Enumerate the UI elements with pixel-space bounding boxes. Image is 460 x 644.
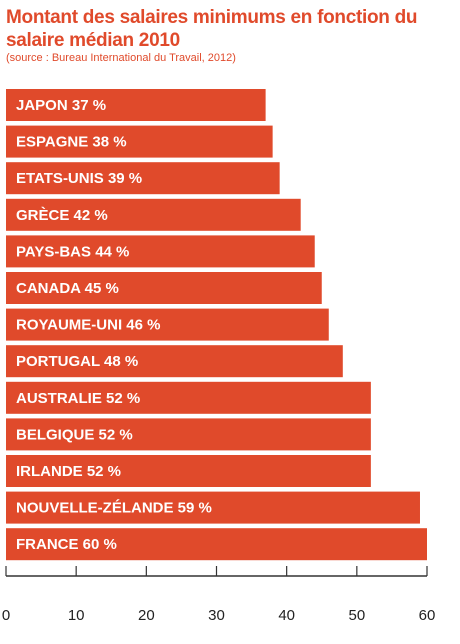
bar-label-12: FRANCE 60 %	[16, 536, 117, 553]
x-tick-label-1: 10	[68, 607, 85, 624]
x-tick-label-4: 40	[278, 607, 295, 624]
bar-10	[6, 455, 371, 487]
x-tick-label-5: 50	[348, 607, 365, 624]
x-tick-label-0: 0	[2, 607, 10, 624]
x-tick-label-2: 20	[138, 607, 155, 624]
bar-label-1: ESPAGNE 38 %	[16, 134, 127, 151]
bar-9	[6, 418, 371, 451]
bars-group: JAPON 37 % ESPAGNE 38 % ETATS-UNIS 39 % GRÈ…	[6, 89, 427, 561]
bar-label-7: PORTUGAL 48 %	[16, 353, 138, 370]
bar-label-0: JAPON 37 %	[16, 97, 106, 114]
bar-1	[6, 125, 273, 158]
bar-12	[6, 528, 427, 561]
bar-6	[6, 308, 329, 341]
bar-3	[6, 198, 301, 231]
bar-7	[6, 345, 343, 378]
bar-label-4: PAYS-BAS 44 %	[16, 243, 129, 260]
bar-8	[6, 381, 371, 414]
bar-label-3: GRÈCE 42 %	[16, 207, 108, 224]
bar-label-11: NOUVELLE-ZÉLANDE 59 %	[16, 500, 212, 517]
x-axis: 0 10 20 30 40 50 60	[2, 566, 436, 624]
x-tick-label-3: 30	[208, 607, 225, 624]
chart-header: Montant des salaires minimums en fonctio…	[6, 6, 456, 65]
bar-label-9: BELGIQUE 52 %	[16, 426, 133, 443]
chart-subtitle: (source : Bureau International du Travai…	[6, 52, 236, 64]
bar-0	[6, 89, 266, 121]
bar-2	[6, 162, 280, 195]
chart-title: Montant des salaires minimums en fonctio…	[6, 7, 418, 51]
x-tick-label-6: 60	[419, 607, 436, 624]
bar-label-6: ROYAUME-UNI 46 %	[16, 317, 160, 334]
bar-label-10: IRLANDE 52 %	[16, 463, 121, 480]
bar-4	[6, 235, 315, 268]
bar-label-8: AUSTRALIE 52 %	[16, 390, 140, 407]
bar-5	[6, 272, 322, 304]
bar-label-2: ETATS-UNIS 39 %	[16, 170, 142, 187]
bar-label-5: CANADA 45 %	[16, 280, 119, 297]
bar-11	[6, 491, 420, 524]
